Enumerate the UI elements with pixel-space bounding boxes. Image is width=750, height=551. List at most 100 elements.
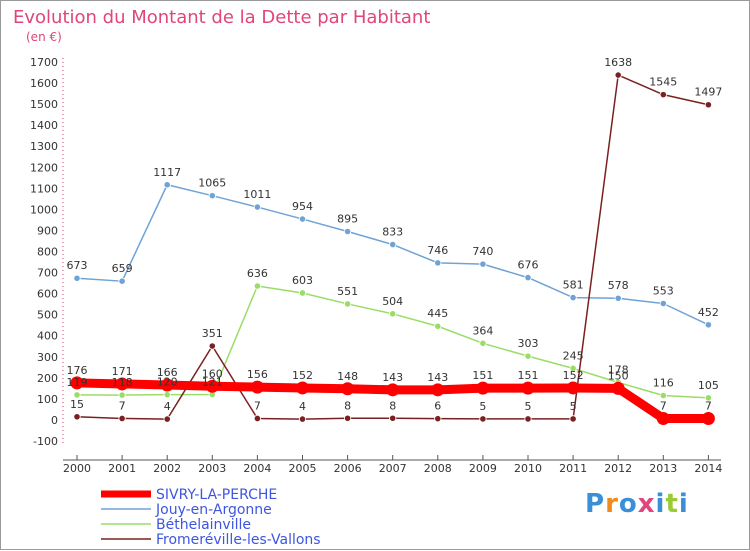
data-point (524, 415, 532, 423)
data-label: 152 (563, 369, 584, 382)
data-point (205, 379, 219, 393)
data-label: 116 (653, 377, 674, 390)
data-label: 364 (472, 324, 493, 337)
x-tick-label: 2007 (379, 462, 407, 475)
data-label: 1638 (604, 56, 632, 69)
data-label: 119 (67, 376, 88, 389)
data-label: 581 (563, 279, 584, 292)
y-tick-label: 1500 (30, 98, 58, 111)
y-tick-label: 1600 (30, 77, 58, 90)
data-point (701, 411, 715, 425)
data-label: 551 (337, 285, 358, 298)
data-label: 178 (608, 363, 629, 376)
data-point (208, 192, 216, 200)
y-tick-label: 100 (37, 393, 58, 406)
series-labels-2: 119 118 120 1216366035515044453643032451781… (67, 267, 719, 392)
data-label: 504 (382, 295, 403, 308)
x-tick-label: 2005 (289, 462, 317, 475)
y-tick-label: -100 (33, 435, 58, 448)
data-point (389, 310, 397, 318)
data-label: 445 (427, 307, 448, 320)
data-label: 7 (119, 399, 126, 412)
x-tick-label: 2011 (559, 462, 587, 475)
data-point (524, 352, 532, 360)
data-label: 303 (518, 337, 539, 350)
series-0 (70, 376, 715, 425)
data-label: 578 (608, 279, 629, 292)
y-tick-label: 1400 (30, 119, 58, 132)
data-point (70, 376, 84, 390)
logo-letter: r (605, 489, 619, 519)
x-tick-label: 2012 (604, 462, 632, 475)
series-labels-1: 673 659 1117 1065 1011 954 895 833 746 740 676 581 5… (67, 166, 719, 319)
data-point (343, 414, 352, 422)
data-label: 1117 (153, 166, 181, 179)
data-label: 7 (254, 399, 261, 412)
x-tick-label: 2009 (469, 462, 497, 475)
data-point (118, 277, 126, 285)
data-label: 171 (112, 365, 133, 378)
data-point (614, 294, 622, 302)
data-point (659, 391, 667, 400)
data-point (118, 414, 126, 423)
data-label: 1545 (649, 76, 677, 89)
data-point (160, 378, 174, 392)
x-tick-label: 2008 (424, 462, 452, 475)
data-point (298, 289, 307, 297)
series-3 (73, 71, 713, 423)
data-point (118, 391, 126, 399)
data-label: 1011 (243, 188, 271, 201)
data-point (343, 227, 352, 236)
y-tick-label: 1000 (30, 203, 58, 216)
legend-label: Fromeréville-les-Vallons (156, 532, 321, 548)
data-point (476, 381, 490, 395)
data-label: 148 (337, 370, 358, 383)
data-label: 636 (247, 267, 268, 280)
data-point (569, 364, 577, 372)
y-tick-label: 600 (37, 288, 58, 301)
x-tick-label: 2000 (63, 462, 91, 475)
data-label: 143 (382, 371, 403, 384)
data-label: 740 (472, 245, 493, 258)
data-point (704, 394, 713, 402)
data-label: 676 (518, 259, 539, 272)
x-tick-label: 2004 (243, 462, 271, 475)
axes: -100 0 100 200 300 400 500 600 700 800 900 1000 1100… (30, 56, 722, 475)
y-tick-label: 1200 (30, 161, 58, 174)
data-point (296, 381, 309, 395)
data-label: 121 (202, 375, 223, 388)
data-point (479, 339, 487, 347)
data-point (569, 415, 577, 423)
data-point (434, 322, 442, 330)
chart-title: Evolution du Montant de la Dette par Hab… (13, 7, 430, 28)
legend-label: Béthelainville (156, 517, 251, 533)
data-point (614, 71, 622, 79)
data-label: 6 (434, 400, 441, 413)
x-tick-label: 2001 (108, 462, 136, 475)
data-label: 160 (202, 367, 223, 380)
y-tick-label: 0 (51, 414, 58, 427)
data-point (659, 91, 667, 99)
series-1 (73, 181, 713, 329)
data-point (389, 414, 397, 422)
data-point (659, 299, 667, 308)
data-point (208, 342, 216, 350)
x-tick-label: 2003 (198, 462, 226, 475)
data-label: 156 (247, 368, 268, 381)
data-point (253, 203, 261, 211)
data-point (298, 215, 307, 223)
legend: SIVRY-LA-PERCHEJouy-en-ArgonneBéthelainv… (101, 487, 321, 548)
x-tick-label: 2014 (694, 462, 722, 475)
y-tick-label: 1100 (30, 182, 58, 195)
data-point (341, 382, 355, 396)
data-label: 5 (525, 400, 532, 413)
data-point (73, 274, 81, 282)
logo-letter: i (655, 489, 666, 519)
y-tick-label: 700 (37, 267, 58, 280)
data-label: 7 (705, 399, 712, 412)
logo-letter: P (585, 489, 606, 519)
data-label: 4 (164, 400, 171, 413)
logo-letter: i (678, 489, 689, 519)
data-label: 833 (382, 226, 403, 239)
